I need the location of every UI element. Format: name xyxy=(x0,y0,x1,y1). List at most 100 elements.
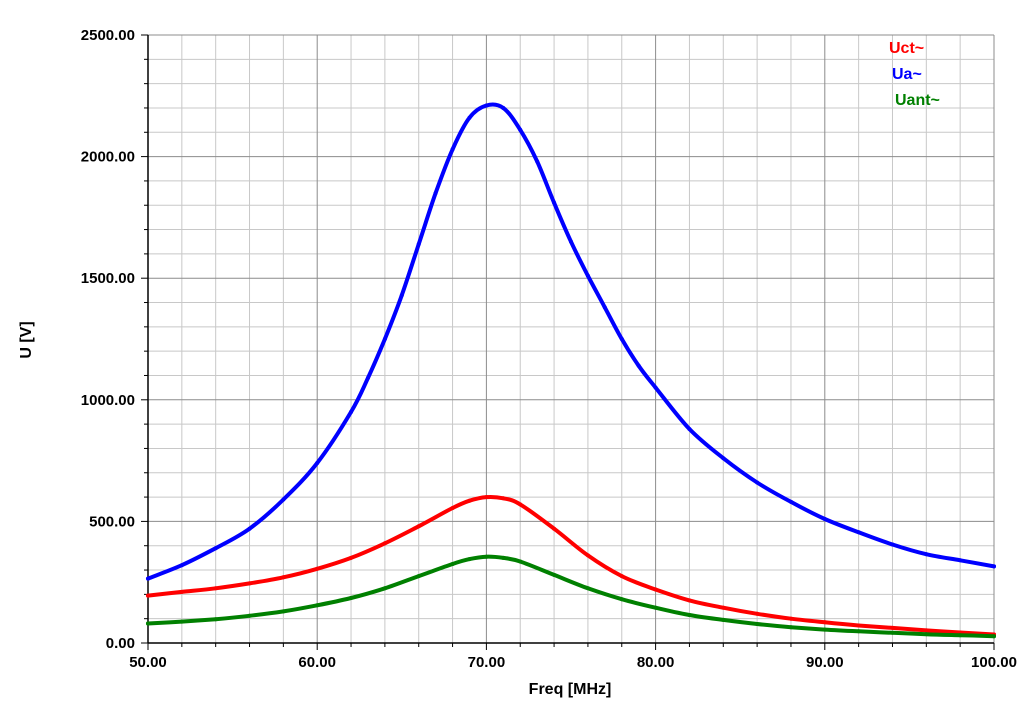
data-point-uant xyxy=(653,605,658,610)
data-point-uct xyxy=(416,524,421,529)
data-point-uant xyxy=(890,630,895,635)
data-point-ua xyxy=(247,526,252,531)
data-point-ua xyxy=(890,542,895,547)
data-point-uant xyxy=(450,562,455,566)
data-point-uct xyxy=(382,541,387,546)
legend-label-uct: Uct~ xyxy=(889,40,924,57)
data-point-ua xyxy=(552,200,557,205)
data-point-ua xyxy=(213,546,218,551)
y-tick-labels: 0.00 500.00 1000.00 1500.00 2000.00 2500.00 xyxy=(81,27,135,652)
data-point-uant xyxy=(822,627,827,632)
data-point-uant xyxy=(619,597,624,602)
data-point-uct xyxy=(653,587,658,592)
x-tick-label: 100.00 xyxy=(971,654,1017,671)
plot-axes xyxy=(141,34,995,650)
data-point-uant xyxy=(382,586,387,591)
data-point-uant xyxy=(315,603,320,608)
data-point-ua xyxy=(992,564,996,569)
data-point-uct xyxy=(467,498,472,503)
data-point-uant xyxy=(247,613,252,618)
data-point-uct xyxy=(924,628,929,633)
data-point-uct xyxy=(501,496,506,501)
data-point-uct xyxy=(247,581,252,586)
data-point-uct xyxy=(213,586,218,591)
data-point-ua xyxy=(484,103,489,108)
x-tick-labels: 50.00 60.00 70.00 80.00 90.00 100.00 xyxy=(129,654,1017,671)
data-point-ua xyxy=(349,410,353,414)
data-point-uant xyxy=(924,632,929,637)
data-point-uct xyxy=(281,575,286,580)
data-point-ua xyxy=(416,242,421,247)
data-point-ua xyxy=(924,552,929,557)
data-point-uct xyxy=(484,495,489,500)
data-point-ua xyxy=(653,385,658,390)
data-point-ua xyxy=(822,517,827,521)
legend: Uct~ Ua~ Uant~ xyxy=(889,40,940,109)
data-point-ua xyxy=(366,375,370,380)
series-line-uant xyxy=(146,554,996,639)
minor-gridlines xyxy=(148,35,994,643)
data-point-uant xyxy=(958,633,963,638)
data-point-uant xyxy=(992,634,996,639)
data-point-uant xyxy=(856,629,861,634)
data-point-uant xyxy=(518,559,523,564)
data-point-ua xyxy=(501,106,506,110)
data-point-uct xyxy=(450,506,455,510)
data-point-uant xyxy=(484,554,489,559)
x-tick-label: 60.00 xyxy=(298,654,336,671)
y-tick-label: 0.00 xyxy=(106,635,135,652)
data-point-uant xyxy=(687,613,692,617)
data-point-uant xyxy=(146,621,150,626)
data-point-uant xyxy=(213,617,218,622)
data-point-ua xyxy=(281,497,286,502)
y-tick-label: 1500.00 xyxy=(81,270,135,287)
data-point-uct xyxy=(315,566,320,571)
data-point-ua xyxy=(856,530,861,535)
data-point-uct xyxy=(890,625,895,630)
data-point-ua xyxy=(535,159,540,164)
data-point-uct xyxy=(518,502,523,507)
x-axis-label: Freq [MHz] xyxy=(529,681,612,698)
series-line-ua xyxy=(146,102,996,581)
y-tick-label: 2000.00 xyxy=(81,149,135,166)
data-point-uct xyxy=(619,574,624,579)
data-point-uant xyxy=(281,609,286,614)
data-point-ua xyxy=(399,293,404,298)
data-point-uct xyxy=(349,555,353,560)
data-point-uant xyxy=(721,617,726,622)
data-point-ua xyxy=(179,563,184,568)
data-point-ua xyxy=(721,456,726,461)
major-gridlines xyxy=(147,34,995,644)
data-point-uct xyxy=(179,589,184,594)
data-point-uct xyxy=(585,553,590,558)
x-tick-label: 50.00 xyxy=(129,654,167,671)
data-point-ua xyxy=(569,239,573,244)
data-point-uct xyxy=(822,620,827,625)
data-point-ua xyxy=(585,273,590,278)
data-point-ua xyxy=(602,305,607,310)
data-point-ua xyxy=(755,480,760,485)
data-point-uant xyxy=(755,622,760,626)
data-point-uant xyxy=(552,572,557,577)
data-point-ua xyxy=(382,337,387,341)
legend-label-uant: Uant~ xyxy=(895,92,940,109)
data-point-uct xyxy=(789,616,793,621)
data-point-ua xyxy=(450,147,455,152)
y-tick-label: 500.00 xyxy=(89,513,135,530)
data-point-ua xyxy=(789,499,793,504)
data-point-ua xyxy=(146,576,150,581)
data-point-uant xyxy=(501,555,506,560)
data-point-ua xyxy=(958,558,963,563)
data-point-ua xyxy=(687,427,692,431)
data-point-ua xyxy=(433,191,438,196)
y-tick-label: 1000.00 xyxy=(81,392,135,409)
data-point-uant xyxy=(585,586,590,591)
x-tick-label: 80.00 xyxy=(637,654,675,671)
y-tick-label: 2500.00 xyxy=(81,27,135,44)
data-point-uct xyxy=(721,605,726,610)
data-point-ua xyxy=(315,461,320,465)
data-point-uant xyxy=(349,596,353,600)
data-point-uant xyxy=(416,574,421,579)
series-layer xyxy=(146,102,996,639)
